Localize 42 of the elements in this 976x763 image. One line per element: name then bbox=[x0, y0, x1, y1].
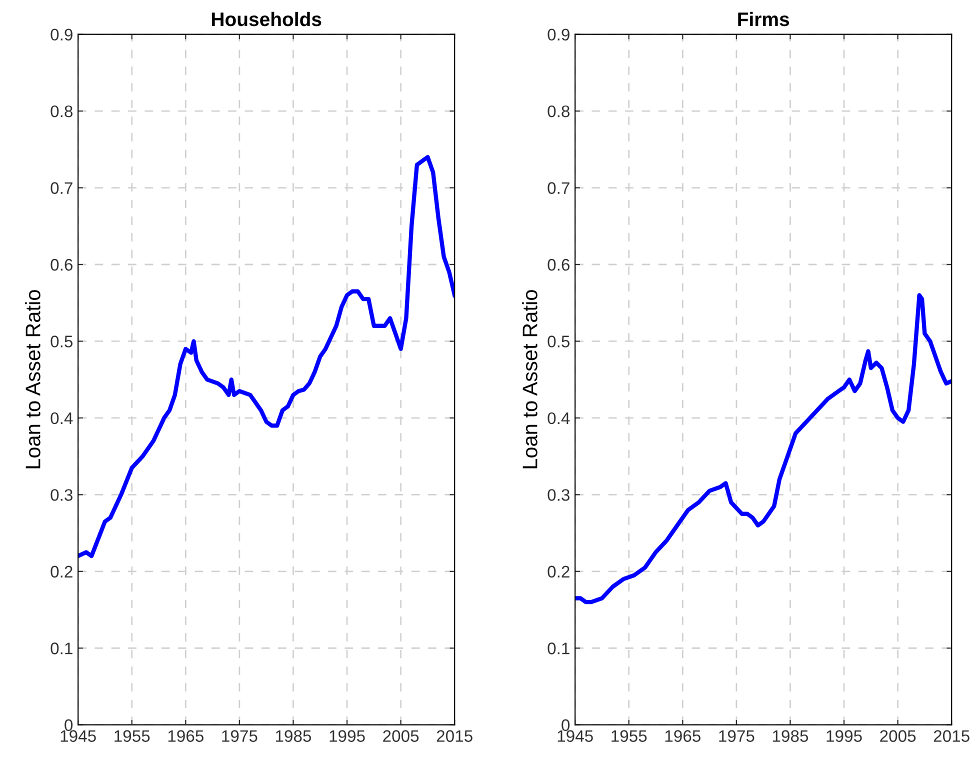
y-tick-label: 0.7 bbox=[50, 182, 72, 194]
y-tick-label: 0.6 bbox=[50, 258, 72, 271]
x-tick-label: 1955 bbox=[612, 730, 647, 742]
x-tick-label: 1985 bbox=[276, 730, 312, 742]
x-tick-label: 1945 bbox=[60, 730, 96, 742]
x-tick-label: 1975 bbox=[719, 730, 754, 742]
x-tick-label: 1995 bbox=[826, 730, 862, 742]
y-tick-label: 0 bbox=[64, 719, 73, 732]
y-tick-label: 0.2 bbox=[548, 566, 570, 578]
x-tick-label: 1955 bbox=[114, 730, 150, 742]
x-tick-label: 2015 bbox=[934, 730, 970, 742]
y-tick-label: 0.4 bbox=[50, 412, 73, 424]
x-tick-label: 1975 bbox=[222, 730, 258, 742]
y-tick-label: 0.8 bbox=[50, 105, 72, 118]
y-axis-title: Loan to Asset Ratio bbox=[522, 290, 538, 468]
y-tick-label: 0.6 bbox=[548, 258, 570, 271]
y-tick-label: 0.2 bbox=[50, 566, 72, 578]
y-tick-label: 0.4 bbox=[548, 412, 570, 424]
x-tick-label: 1995 bbox=[330, 730, 365, 742]
y-tick-label: 0.5 bbox=[548, 336, 570, 348]
y-tick-label: 0.3 bbox=[50, 489, 72, 501]
x-tick-label: 2005 bbox=[383, 730, 419, 742]
y-tick-label: 0.3 bbox=[548, 489, 570, 501]
x-tick-label: 1945 bbox=[558, 730, 593, 742]
y-tick-label: 0 bbox=[562, 719, 570, 732]
line-series bbox=[78, 155, 455, 558]
line-series bbox=[575, 293, 952, 604]
x-tick-label: 2015 bbox=[436, 730, 472, 742]
chart-title: Households bbox=[212, 12, 322, 26]
chart-title: Firms bbox=[738, 12, 790, 26]
y-tick-label: 0.9 bbox=[548, 28, 570, 41]
y-tick-label: 0.5 bbox=[50, 336, 73, 348]
x-tick-label: 1985 bbox=[772, 730, 808, 742]
y-tick-label: 0.7 bbox=[548, 182, 570, 194]
y-tick-label: 0.1 bbox=[50, 642, 72, 654]
y-tick-label: 0.9 bbox=[50, 28, 72, 41]
x-tick-label: 1965 bbox=[168, 730, 204, 742]
y-tick-label: 0.8 bbox=[548, 105, 570, 118]
y-tick-label: 0.1 bbox=[548, 642, 570, 654]
x-tick-label: 1965 bbox=[665, 730, 700, 742]
y-axis-title: Loan to Asset Ratio bbox=[25, 290, 40, 468]
x-tick-label: 2005 bbox=[880, 730, 916, 742]
